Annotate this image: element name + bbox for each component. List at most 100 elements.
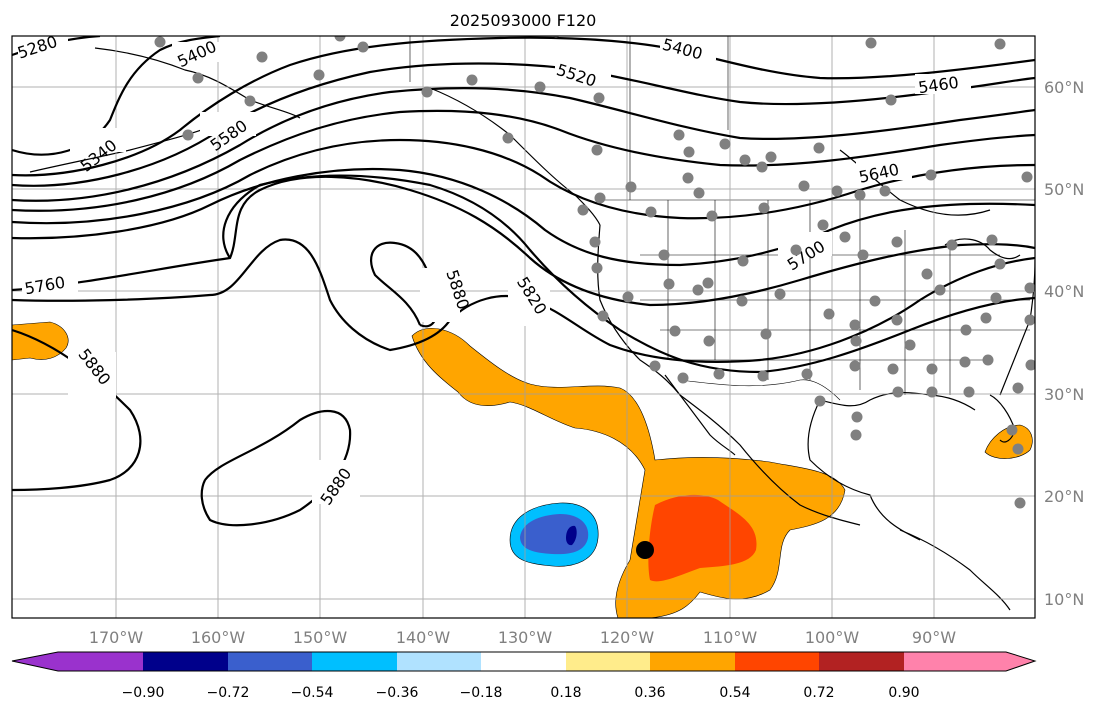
colorbar-swatch bbox=[650, 652, 735, 671]
graticule bbox=[12, 36, 1035, 618]
station-dot bbox=[154, 36, 166, 48]
station-dot bbox=[892, 386, 904, 398]
station-dot bbox=[594, 192, 606, 204]
lon-label: 100°W bbox=[805, 628, 860, 647]
contour-labels: 5280 5400 5400 5520 5460 5340 5580 5640 … bbox=[15, 36, 971, 509]
station-dot bbox=[758, 202, 770, 214]
lon-label: 170°W bbox=[89, 628, 144, 647]
station-dot bbox=[857, 249, 869, 261]
lat-label: 50°N bbox=[1044, 180, 1084, 199]
station-dot bbox=[645, 206, 657, 218]
station-dot bbox=[959, 356, 971, 368]
station-dot bbox=[926, 363, 938, 375]
station-dot bbox=[774, 288, 786, 300]
station-dot bbox=[865, 37, 877, 49]
station-dot bbox=[801, 368, 813, 380]
contour-5520 bbox=[12, 87, 1035, 202]
station-dot bbox=[851, 411, 863, 423]
colorbar-swatch bbox=[566, 652, 650, 671]
station-dot bbox=[891, 236, 903, 248]
station-dot bbox=[683, 146, 695, 158]
station-dot bbox=[904, 339, 916, 351]
station-dot bbox=[885, 94, 897, 106]
station-dot bbox=[849, 319, 861, 331]
station-dot bbox=[990, 292, 1002, 304]
station-dot bbox=[1024, 282, 1035, 294]
lon-label: 140°W bbox=[396, 628, 451, 647]
station-dot bbox=[921, 268, 933, 280]
station-dot bbox=[673, 129, 685, 141]
colorbar-tick-label: 0.90 bbox=[888, 685, 919, 701]
station-dot bbox=[677, 372, 689, 384]
contour-5340 bbox=[12, 36, 221, 156]
station-dot bbox=[692, 284, 704, 296]
station-dot bbox=[663, 278, 675, 290]
colorbar-tick-label: −0.36 bbox=[376, 685, 419, 701]
contour-5400 bbox=[12, 36, 1035, 177]
lat-label: 20°N bbox=[1044, 487, 1084, 506]
station-dot bbox=[869, 295, 881, 307]
colorbar-swatch bbox=[735, 652, 819, 671]
positive-anomaly-core bbox=[648, 494, 757, 582]
map-frame bbox=[11, 35, 1036, 619]
station-dot bbox=[960, 324, 972, 336]
station-dot bbox=[334, 36, 346, 42]
map-title: 2025093000 F120 bbox=[450, 11, 597, 30]
colorbar-tick-label: −0.18 bbox=[460, 685, 503, 701]
station-dot bbox=[669, 325, 681, 337]
station-dot bbox=[813, 142, 825, 154]
map-area: 5280 5400 5400 5520 5460 5340 5580 5640 … bbox=[12, 36, 1035, 618]
station-markers bbox=[154, 36, 1035, 509]
station-dot bbox=[719, 138, 731, 150]
station-dot bbox=[946, 239, 958, 251]
station-dot bbox=[502, 132, 514, 144]
station-dot bbox=[591, 144, 603, 156]
mexico-east-coast bbox=[807, 399, 921, 541]
station-dot bbox=[1012, 443, 1024, 455]
lat-label: 40°N bbox=[1044, 282, 1084, 301]
central-america bbox=[899, 529, 1011, 611]
station-dot bbox=[702, 277, 714, 289]
station-dot bbox=[790, 244, 802, 256]
lon-label: 150°W bbox=[293, 628, 348, 647]
colorbar-swatch bbox=[12, 652, 143, 671]
colorbar-swatch bbox=[397, 652, 481, 671]
colorbar-outline bbox=[11, 651, 1037, 672]
station-dot bbox=[658, 249, 670, 261]
lon-label: 90°W bbox=[912, 628, 956, 647]
station-dot bbox=[706, 210, 718, 222]
colorbar-tick-label: −0.54 bbox=[291, 685, 334, 701]
station-dot bbox=[1012, 382, 1024, 394]
station-dot bbox=[693, 187, 705, 199]
station-dot bbox=[622, 291, 634, 303]
station-dot bbox=[849, 360, 861, 372]
station-dot bbox=[926, 386, 938, 398]
station-dot bbox=[713, 368, 725, 380]
mexico-west-coast bbox=[679, 394, 861, 526]
station-dot bbox=[765, 151, 777, 163]
station-dot bbox=[839, 231, 851, 243]
colorbar-swatch bbox=[481, 652, 566, 671]
contour-5700 bbox=[12, 167, 1035, 267]
station-dot bbox=[577, 204, 589, 216]
station-dot bbox=[421, 86, 433, 98]
station-dot bbox=[1021, 171, 1033, 183]
lat-label: 60°N bbox=[1044, 78, 1084, 97]
station-dot bbox=[854, 189, 866, 201]
colorbar-swatch bbox=[312, 652, 397, 671]
great-lakes bbox=[944, 238, 1021, 260]
colorbar-swatch bbox=[819, 652, 904, 671]
colorbar-ticks: −0.90 −0.72 −0.54 −0.36 −0.18 0.18 0.36 … bbox=[122, 685, 920, 701]
station-dot bbox=[814, 395, 826, 407]
station-dot bbox=[244, 95, 256, 107]
lon-label: 160°W bbox=[191, 628, 246, 647]
station-dot bbox=[798, 180, 810, 192]
station-dot bbox=[850, 429, 862, 441]
colorbar-tick-label: −0.90 bbox=[122, 685, 165, 701]
station-dot bbox=[994, 258, 1006, 270]
colorbar-tick-label: 0.18 bbox=[550, 685, 581, 701]
alaska-coast bbox=[94, 47, 301, 119]
colorbar-tick-label: 0.72 bbox=[803, 685, 834, 701]
station-dot bbox=[757, 370, 769, 382]
